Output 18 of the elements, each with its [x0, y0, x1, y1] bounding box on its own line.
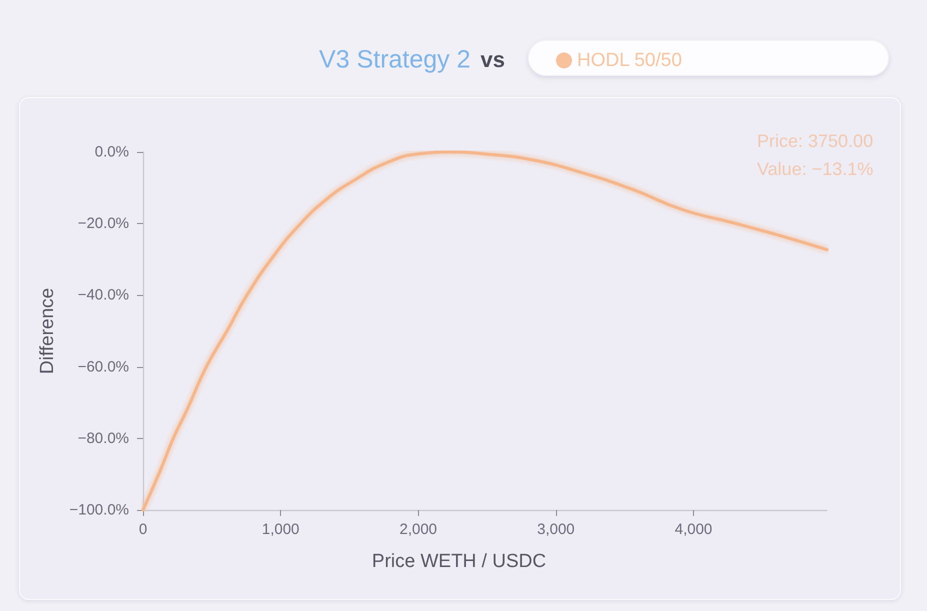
x-tick-label: 3,000	[537, 521, 575, 538]
y-tick-label: −100.0%	[69, 502, 129, 518]
legend-label: HODL 50/50	[577, 50, 682, 71]
x-tick-label: 4,000	[674, 521, 712, 538]
y-tick-label: −20.0%	[78, 215, 129, 232]
y-tick-label: 0.0%	[94, 144, 129, 160]
y-tick-label: −40.0%	[78, 286, 129, 304]
x-tick-label: 0	[138, 521, 148, 538]
text: Price: 3750.00	[757, 131, 874, 151]
y-axis-title: Difference	[37, 288, 58, 374]
y-tick-label: −60.0%	[78, 358, 129, 376]
chart-subtitle: vs	[480, 47, 506, 72]
y-tick-label: −80.0%	[78, 430, 129, 447]
x-tick-label: 1,000	[262, 521, 300, 538]
x-axis-title: Price WETH / USDC	[372, 551, 546, 572]
chart-title: V3 Strategy 2	[319, 46, 471, 74]
x-tick-label: 2,000	[399, 521, 438, 538]
annotation: Value: −13.1%	[757, 159, 874, 179]
